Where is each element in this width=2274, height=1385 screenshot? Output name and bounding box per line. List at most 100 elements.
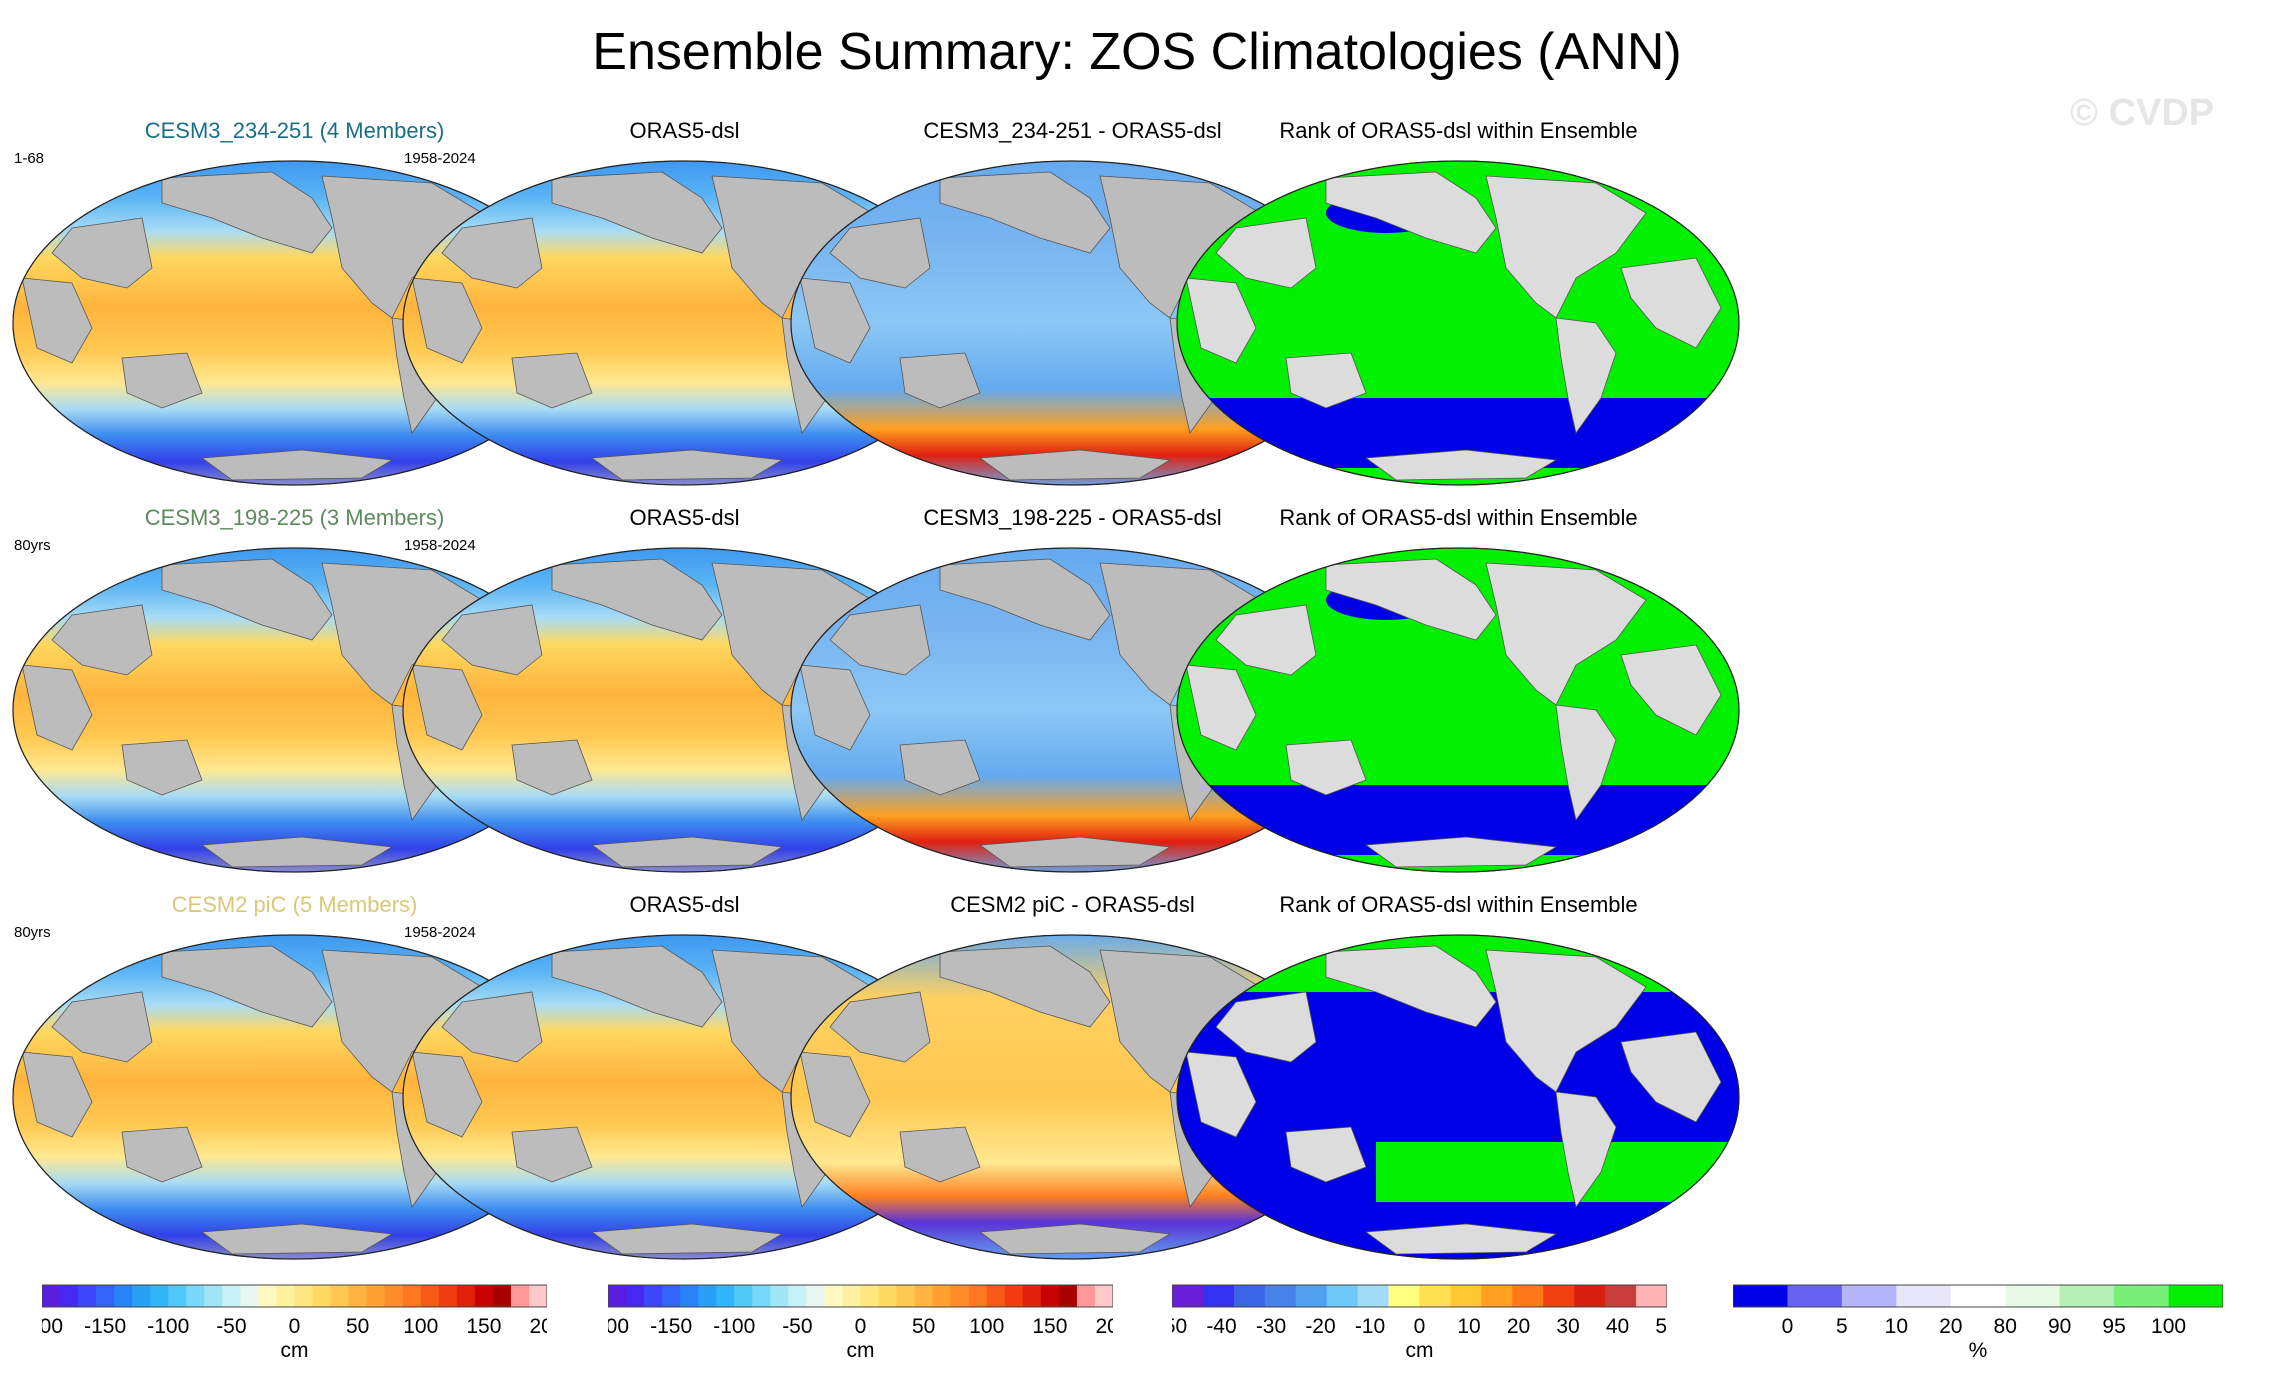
panel-title: CESM3_234-251 (4 Members) [144, 118, 445, 143]
colorbar-swatch [1295, 1285, 1328, 1307]
colorbar-tick-label: -100 [713, 1315, 755, 1338]
colorbar-swatch [510, 1285, 530, 1307]
map-obs [402, 160, 966, 486]
colorbar-swatch [1326, 1285, 1359, 1307]
colorbar-swatch [806, 1285, 825, 1307]
colorbar-swatch [1419, 1285, 1451, 1307]
colorbar-swatch [2114, 1285, 2170, 1307]
panel-title: Rank of ORAS5-dsl within Ensemble [1279, 118, 1638, 143]
colorbar-tick-label: 0 [855, 1315, 867, 1338]
colorbar-tick-label: -50 [216, 1315, 246, 1338]
colorbar-swatch [986, 1285, 1006, 1307]
colorbar-tick-label: 90 [2048, 1315, 2071, 1338]
panel-rank-row2: Rank of ORAS5-dsl within Ensemble [1176, 505, 1741, 873]
colorbar-tick-label: 0 [289, 1315, 301, 1338]
colorbar-swatch [294, 1285, 314, 1307]
colorbar-swatch [1841, 1285, 1897, 1307]
colorbar-tick-label: 100 [969, 1315, 1004, 1338]
colorbar-1: -200 -150 -100 -50 0 50 100 150 200 cm [42, 1283, 547, 1363]
panel-rank-row1: Rank of ORAS5-dsl within Ensemble [1176, 118, 1741, 486]
colorbar-swatch [1357, 1285, 1390, 1307]
map-rank [1176, 934, 1740, 1260]
colorbar-swatch [1787, 1285, 1843, 1307]
panel-title: Rank of ORAS5-dsl within Ensemble [1279, 505, 1638, 530]
colorbar-swatch [1202, 1285, 1235, 1307]
colorbar-tick-label: 100 [2151, 1315, 2186, 1338]
panel-obs-row1: ORAS5-dsl 1958-2024 [402, 118, 967, 486]
colorbar-tick-label: 150 [466, 1315, 501, 1338]
panel-title: CESM3_198-225 (3 Members) [144, 505, 445, 530]
colorbar-swatch [680, 1285, 699, 1307]
colorbar-swatch [1022, 1285, 1042, 1307]
colorbar-4: 0 5 10 20 80 90 95 100% [1733, 1283, 2223, 1363]
panel-title: ORAS5-dsl [629, 505, 740, 530]
colorbar-unit: cm [847, 1339, 875, 1362]
colorbar-swatch [914, 1285, 934, 1307]
colorbar-swatch [186, 1285, 205, 1307]
colorbar-swatch [608, 1285, 627, 1307]
colorbar-tick-label: 40 [1606, 1315, 1629, 1338]
colorbar-swatch [1636, 1285, 1667, 1307]
panel-diff-row2: CESM3_198-225 - ORAS5-dsl [790, 505, 1355, 873]
colorbar-swatch [420, 1285, 440, 1307]
colorbar-swatch [438, 1285, 458, 1307]
colorbar-tick-label: 0 [1782, 1315, 1794, 1338]
colorbar-swatch [2005, 1285, 2061, 1307]
colorbar-swatch [1450, 1285, 1482, 1307]
colorbar-swatch [384, 1285, 404, 1307]
colorbar-tick-label: 200 [1095, 1315, 1113, 1338]
map-diff [790, 547, 1354, 873]
colorbar-tick-label: -50 [1172, 1315, 1187, 1338]
colorbar-swatch [770, 1285, 789, 1307]
panel-title: Rank of ORAS5-dsl within Ensemble [1279, 892, 1638, 917]
colorbar-unit: % [1969, 1339, 1988, 1362]
colorbar-swatch [950, 1285, 970, 1307]
colorbar-tick-label: -150 [84, 1315, 126, 1338]
colorbar-swatch [78, 1285, 97, 1307]
colorbar-swatch [474, 1285, 494, 1307]
colorbar-tick-label: 80 [1994, 1315, 2017, 1338]
colorbar-swatch [1733, 1285, 1788, 1307]
panel-title: CESM3_198-225 - ORAS5-dsl [923, 505, 1222, 530]
watermark: © CVDP [2070, 92, 2215, 134]
panel-title: ORAS5-dsl [629, 892, 740, 917]
colorbar-swatch [1094, 1285, 1113, 1307]
colorbar-swatch [1388, 1285, 1420, 1307]
colorbar-swatch [1040, 1285, 1060, 1307]
colorbar-swatch [114, 1285, 133, 1307]
colorbar-swatch [932, 1285, 952, 1307]
colorbar-tick-label: -200 [42, 1315, 63, 1338]
colorbar-3: -50 -40 -30 -20 -10 0 10 20 30 40 50 cm [1172, 1283, 1667, 1363]
map-rank [1176, 160, 1740, 486]
colorbar-swatch [1896, 1285, 1952, 1307]
colorbar-tick-label: 200 [529, 1315, 547, 1338]
panel-title: ORAS5-dsl [629, 118, 740, 143]
colorbar-swatch [788, 1285, 807, 1307]
colorbar-swatch [348, 1285, 368, 1307]
colorbar-swatch [528, 1285, 547, 1307]
colorbar-tick-label: 50 [346, 1315, 369, 1338]
panel-rank-row3: Rank of ORAS5-dsl within Ensemble [1176, 892, 1741, 1260]
colorbar-tick-label: 95 [2102, 1315, 2125, 1338]
colorbar-swatch [752, 1285, 771, 1307]
colorbar-tick-label: -50 [782, 1315, 812, 1338]
colorbar-tick-label: 150 [1032, 1315, 1067, 1338]
colorbar-tick-label: -20 [1305, 1315, 1335, 1338]
colorbar-swatch [824, 1285, 843, 1307]
panel-title: CESM2 piC - ORAS5-dsl [950, 892, 1195, 917]
colorbar-tick-label: 50 [1655, 1315, 1667, 1338]
panel-title: CESM3_234-251 - ORAS5-dsl [923, 118, 1222, 143]
colorbar-swatch [842, 1285, 861, 1307]
colorbar-tick-label: 5 [1836, 1315, 1848, 1338]
panel-period-label: 80yrs [14, 537, 51, 554]
colorbar-tick-label: -200 [608, 1315, 629, 1338]
colorbar-swatch [1574, 1285, 1606, 1307]
colorbar-swatch [644, 1285, 663, 1307]
colorbar-swatch [1004, 1285, 1024, 1307]
colorbar-swatch [1950, 1285, 2006, 1307]
colorbar-swatch [312, 1285, 332, 1307]
map-obs [402, 934, 966, 1260]
colorbar-tick-label: 20 [1939, 1315, 1962, 1338]
colorbar-swatch [258, 1285, 277, 1307]
figure-title: Ensemble Summary: ZOS Climatologies (ANN… [592, 23, 1682, 81]
